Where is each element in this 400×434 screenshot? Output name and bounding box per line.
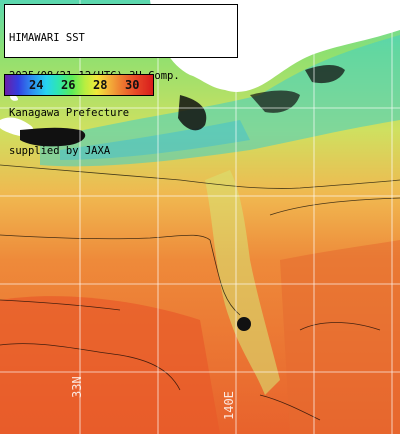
title-line-1: HIMAWARI SST (9, 32, 85, 44)
colorbar-label-26: 26 (61, 78, 76, 92)
longitude-label-140e: 140E (222, 391, 236, 420)
title-line-4: supplied by JAXA (9, 144, 111, 157)
colorbar-gradient (5, 75, 153, 95)
title-line-3: Kanagawa Prefecture (9, 107, 130, 119)
map-title-box: HIMAWARI SST 2025/08/21 12(UTC) 3H Comp.… (4, 4, 238, 157)
colorbar-label-24: 24 (29, 78, 44, 92)
colorbar-label-28: 28 (93, 78, 108, 92)
colorbar-label-30: 30 (125, 78, 140, 92)
latitude-label-33n: 33N (70, 376, 84, 398)
temperature-colorbar: 24 26 28 30 (4, 74, 154, 96)
